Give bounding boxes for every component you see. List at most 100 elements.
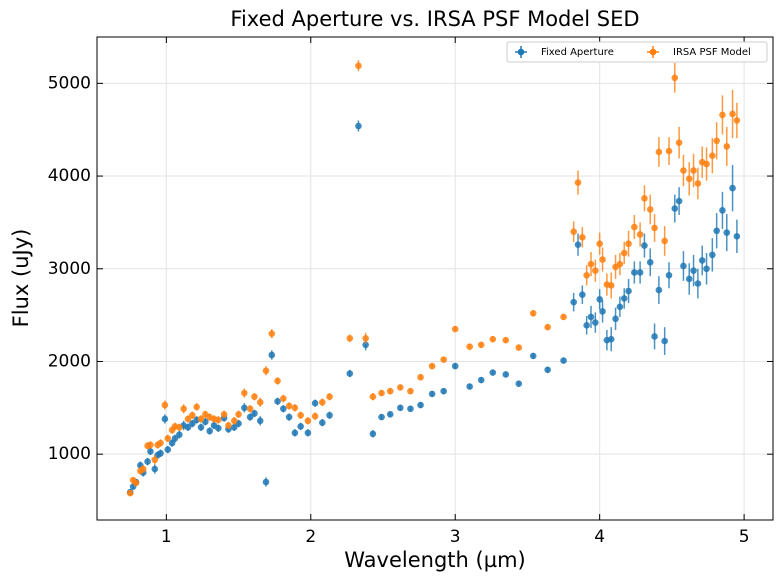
data-point xyxy=(386,411,394,418)
data-point xyxy=(407,387,414,395)
data-point xyxy=(587,260,595,268)
y-tick-label: 3000 xyxy=(48,259,91,279)
data-point xyxy=(151,465,159,473)
data-point xyxy=(362,341,369,349)
data-point xyxy=(451,325,459,333)
data-point xyxy=(690,267,697,274)
data-point xyxy=(709,251,716,259)
legend-marker xyxy=(517,48,525,56)
data-point xyxy=(262,478,270,486)
data-point xyxy=(570,298,577,306)
data-point xyxy=(428,362,436,370)
data-point xyxy=(646,206,654,213)
data-point xyxy=(612,315,619,323)
data-point xyxy=(641,195,648,202)
data-point xyxy=(147,448,154,455)
data-point xyxy=(560,357,567,364)
data-point xyxy=(544,323,551,331)
data-point xyxy=(235,411,242,418)
data-point xyxy=(440,356,447,363)
data-point xyxy=(386,387,394,395)
data-point xyxy=(690,167,697,174)
data-point xyxy=(326,393,333,401)
data-point xyxy=(719,111,726,119)
data-point xyxy=(694,180,702,187)
x-tick-label: 3 xyxy=(450,527,461,547)
data-point xyxy=(579,233,586,241)
data-point xyxy=(311,399,319,407)
data-point xyxy=(369,430,377,438)
data-point xyxy=(477,341,485,349)
data-point xyxy=(709,152,716,159)
data-point xyxy=(661,337,668,345)
data-point xyxy=(189,411,196,419)
plot-frame xyxy=(96,36,774,521)
data-point xyxy=(241,389,248,397)
data-point xyxy=(139,465,147,473)
data-point xyxy=(397,384,404,391)
data-point xyxy=(733,233,741,240)
data-point xyxy=(599,256,606,263)
data-point xyxy=(698,257,706,264)
data-point xyxy=(161,415,169,423)
data-point xyxy=(184,415,192,423)
data-point xyxy=(713,137,720,145)
data-point xyxy=(144,458,151,465)
data-point xyxy=(616,303,624,311)
data-point xyxy=(346,334,354,342)
data-point xyxy=(675,139,683,146)
data-point xyxy=(184,423,192,431)
data-point xyxy=(466,343,473,350)
data-point xyxy=(304,429,312,437)
data-point xyxy=(655,148,663,156)
data-point xyxy=(126,489,134,497)
data-point xyxy=(733,117,741,124)
data-point xyxy=(180,405,187,413)
data-point xyxy=(579,291,586,299)
y-axis-label: Flux (uJy) xyxy=(9,229,33,328)
data-point xyxy=(417,373,424,381)
data-point xyxy=(326,411,333,419)
data-point xyxy=(256,417,264,425)
data-point xyxy=(631,223,638,231)
data-point xyxy=(587,313,595,321)
data-point xyxy=(636,231,644,238)
legend-label: IRSA PSF Model xyxy=(673,47,751,58)
data-point xyxy=(215,416,222,424)
data-point xyxy=(355,62,362,70)
data-point xyxy=(502,371,510,378)
legend-frame xyxy=(506,41,768,63)
data-point xyxy=(161,401,169,409)
legend: Fixed Aperture IRSA PSF Model xyxy=(506,41,768,63)
data-point xyxy=(355,122,362,130)
data-point xyxy=(268,330,276,337)
data-point xyxy=(625,287,632,295)
data-point xyxy=(665,271,673,279)
data-point xyxy=(285,402,293,410)
chart-title: Fixed Aperture vs. IRSA PSF Model SED xyxy=(230,7,639,31)
data-point xyxy=(560,313,567,321)
legend-label: Fixed Aperture xyxy=(541,47,614,58)
data-point xyxy=(157,449,164,457)
y-tick-label: 5000 xyxy=(48,73,91,93)
data-point xyxy=(171,435,179,442)
data-point xyxy=(655,286,663,294)
y-tick-label: 1000 xyxy=(48,444,91,464)
data-point xyxy=(285,413,293,421)
data-point xyxy=(489,335,497,343)
legend-marker xyxy=(649,48,657,56)
data-point xyxy=(671,205,679,212)
y-tick-label: 4000 xyxy=(48,166,91,186)
data-point xyxy=(529,352,537,360)
data-point xyxy=(251,393,258,401)
data-point xyxy=(417,401,424,409)
data-point xyxy=(680,262,687,270)
data-point xyxy=(189,420,196,427)
data-point xyxy=(661,237,668,245)
data-point xyxy=(197,415,205,423)
data-point xyxy=(291,404,299,412)
data-point xyxy=(625,240,632,248)
data-point xyxy=(515,344,523,351)
data-point xyxy=(723,143,731,150)
